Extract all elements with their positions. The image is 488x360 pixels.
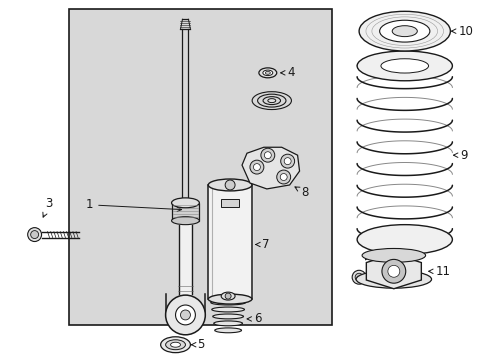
Ellipse shape bbox=[356, 51, 451, 81]
Circle shape bbox=[264, 152, 271, 159]
Circle shape bbox=[387, 265, 399, 277]
Circle shape bbox=[276, 170, 290, 184]
Ellipse shape bbox=[214, 328, 241, 333]
Ellipse shape bbox=[265, 71, 270, 74]
Bar bbox=[69, 9, 332, 325]
Bar bbox=[221, 199, 239, 207]
Ellipse shape bbox=[356, 225, 451, 255]
Ellipse shape bbox=[258, 68, 276, 78]
Polygon shape bbox=[366, 254, 421, 289]
Ellipse shape bbox=[31, 231, 39, 239]
Ellipse shape bbox=[208, 294, 251, 304]
Circle shape bbox=[180, 310, 190, 320]
Circle shape bbox=[249, 160, 264, 174]
Text: 10: 10 bbox=[450, 24, 472, 38]
Ellipse shape bbox=[170, 342, 180, 347]
Ellipse shape bbox=[379, 20, 429, 42]
Ellipse shape bbox=[358, 11, 449, 51]
Text: 8: 8 bbox=[294, 186, 308, 199]
Ellipse shape bbox=[28, 228, 41, 242]
Ellipse shape bbox=[212, 314, 243, 319]
Circle shape bbox=[280, 154, 294, 168]
Ellipse shape bbox=[221, 292, 235, 300]
Ellipse shape bbox=[380, 59, 427, 73]
Ellipse shape bbox=[263, 70, 272, 76]
Ellipse shape bbox=[171, 217, 199, 225]
Text: 4: 4 bbox=[280, 66, 295, 79]
Text: 7: 7 bbox=[255, 238, 269, 251]
Ellipse shape bbox=[208, 179, 251, 191]
Circle shape bbox=[224, 180, 235, 190]
Ellipse shape bbox=[354, 273, 362, 281]
Ellipse shape bbox=[165, 340, 185, 350]
Ellipse shape bbox=[161, 337, 190, 353]
Ellipse shape bbox=[355, 270, 431, 288]
Ellipse shape bbox=[210, 300, 245, 305]
Ellipse shape bbox=[213, 321, 242, 326]
Text: 3: 3 bbox=[43, 197, 53, 217]
Circle shape bbox=[280, 174, 286, 180]
Circle shape bbox=[165, 295, 205, 335]
Text: 9: 9 bbox=[452, 149, 467, 162]
Bar bbox=[171, 203, 199, 221]
Circle shape bbox=[253, 164, 260, 171]
Text: 11: 11 bbox=[428, 265, 449, 278]
Ellipse shape bbox=[391, 26, 416, 37]
Circle shape bbox=[175, 305, 195, 325]
Ellipse shape bbox=[351, 270, 366, 284]
Ellipse shape bbox=[361, 248, 425, 262]
Ellipse shape bbox=[211, 307, 244, 312]
Circle shape bbox=[224, 293, 231, 299]
Text: 2: 2 bbox=[365, 239, 375, 260]
Circle shape bbox=[381, 260, 405, 283]
Polygon shape bbox=[242, 147, 299, 189]
Circle shape bbox=[284, 158, 290, 165]
Ellipse shape bbox=[267, 99, 275, 103]
Ellipse shape bbox=[171, 198, 199, 208]
Text: 6: 6 bbox=[246, 312, 261, 325]
Text: 5: 5 bbox=[191, 338, 204, 351]
Text: 1: 1 bbox=[85, 198, 181, 212]
Circle shape bbox=[260, 148, 274, 162]
